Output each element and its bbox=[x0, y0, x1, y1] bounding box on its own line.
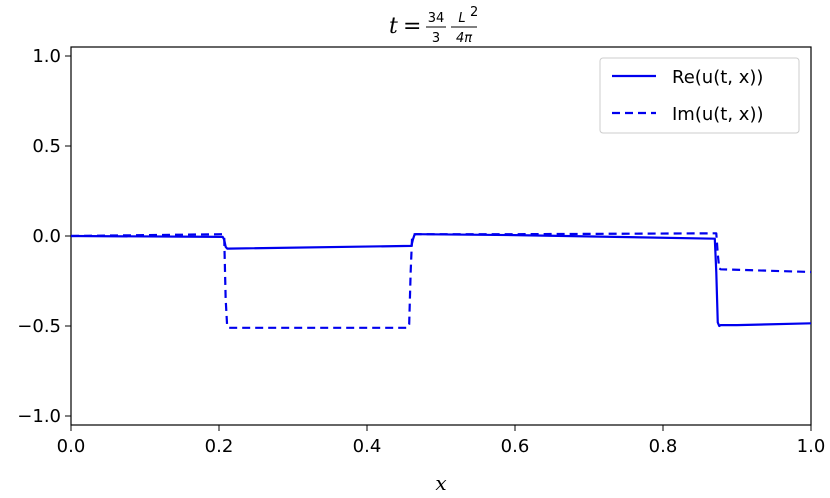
title-frac2-denominator: 4π bbox=[456, 31, 472, 46]
y-tick-label: −0.5 bbox=[17, 316, 61, 337]
y-tick-label: −1.0 bbox=[17, 406, 61, 427]
legend-label-im: Im(u(t, x)) bbox=[672, 104, 764, 125]
series-group bbox=[70, 232, 812, 329]
title-frac1-numerator: 34 bbox=[428, 11, 445, 26]
title-equals: = bbox=[403, 14, 421, 39]
x-tick-label: 0.0 bbox=[57, 436, 86, 457]
chart-title: t = 34 3 L 2 4π bbox=[389, 5, 478, 46]
y-tick-label: 0.0 bbox=[32, 226, 61, 247]
x-tick-label: 0.2 bbox=[205, 436, 234, 457]
legend-label-re: Re(u(t, x)) bbox=[672, 67, 763, 88]
x-tick-label: 0.6 bbox=[501, 436, 530, 457]
y-tick-label: 1.0 bbox=[32, 46, 61, 67]
x-tick-label: 0.4 bbox=[353, 436, 382, 457]
series-im-line bbox=[70, 232, 812, 329]
title-frac1-denominator: 3 bbox=[432, 31, 440, 46]
y-ticks: −1.0 −0.5 0.0 0.5 1.0 bbox=[17, 46, 71, 427]
title-variable: t bbox=[389, 14, 398, 39]
x-axis-label: x bbox=[435, 471, 446, 495]
title-frac2-numerator: L bbox=[458, 11, 465, 26]
x-tick-label: 1.0 bbox=[797, 436, 826, 457]
x-tick-label: 0.8 bbox=[649, 436, 678, 457]
x-ticks: 0.0 0.2 0.4 0.6 0.8 1.0 bbox=[57, 425, 826, 457]
legend: Re(u(t, x)) Im(u(t, x)) bbox=[599, 57, 800, 134]
title-frac2-superscript: 2 bbox=[470, 5, 478, 20]
y-tick-label: 0.5 bbox=[32, 136, 61, 157]
